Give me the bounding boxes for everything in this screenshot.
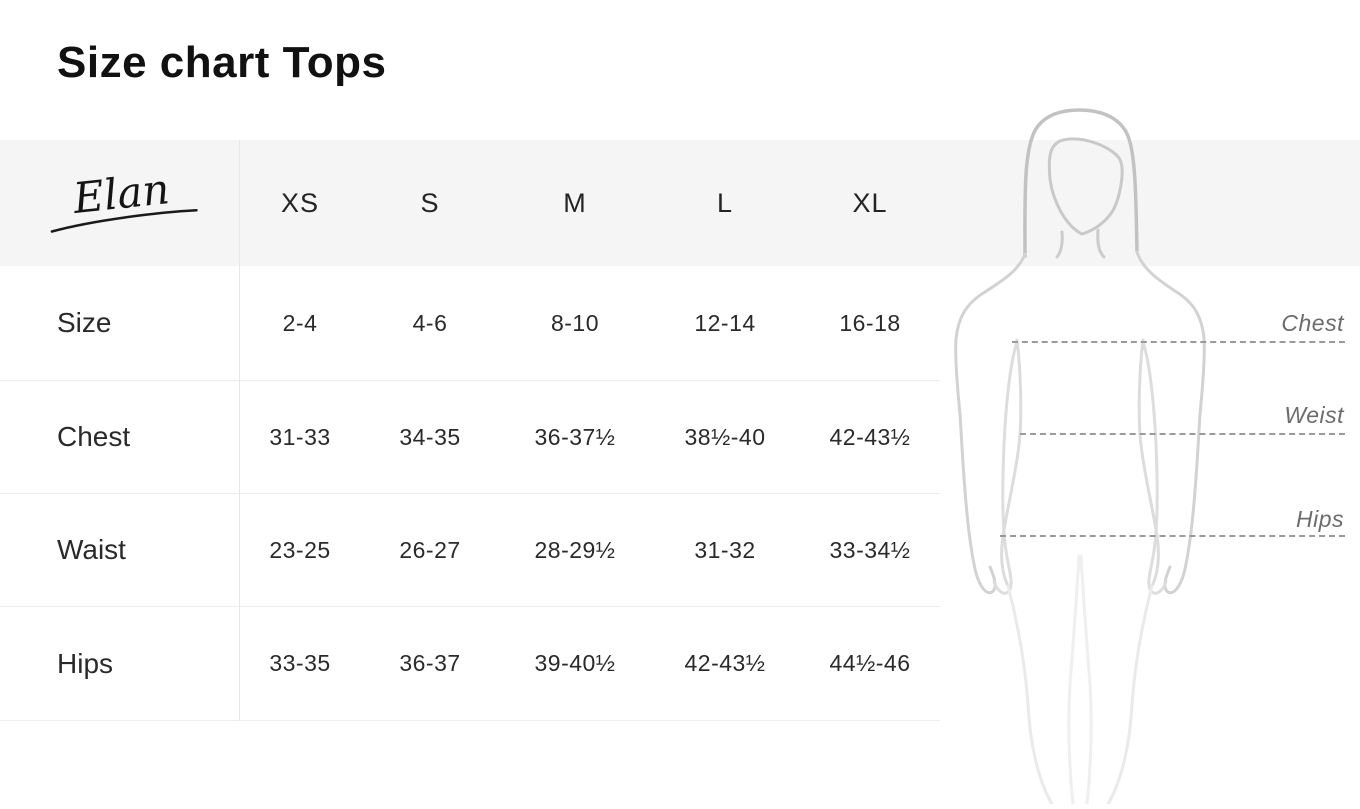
waist-measure-label: Weist [1284,402,1344,428]
chest-measure-line [1012,341,1345,343]
torso-left-outline [1000,338,1023,588]
waist-value-m: 28-29½ [500,494,650,607]
chest-measure-label: Chest [1281,310,1344,336]
waist-value-xs: 23-25 [240,494,360,607]
face-outline [1047,137,1124,236]
size-col-header-m: M [563,187,587,218]
brand-logo-cell: Elan [0,140,240,266]
torso-right-outline [1137,338,1160,588]
size-value-l: 12-14 [650,266,800,381]
size-value-xl: 16-18 [800,266,940,381]
left-leg-outline [1006,584,1054,806]
chest-value-l: 38½-40 [650,381,800,494]
hips-value-l: 42-43½ [650,607,800,721]
hips-measure-label: Hips [1295,506,1344,532]
chest-value-xl: 42-43½ [800,381,940,494]
size-value-s: 4-6 [360,266,500,381]
row-label-size: Size [0,266,240,381]
waist-value-l: 31-32 [650,494,800,607]
chest-value-s: 34-35 [360,381,500,494]
waist-value-xl: 33-34½ [800,494,940,607]
signature-underline-icon [50,209,198,233]
chest-value-m: 36-37½ [500,381,650,494]
row-label-chest: Chest [0,381,240,494]
chest-value-xs: 31-33 [240,381,360,494]
row-label-waist: Waist [0,494,240,607]
hips-value-xs: 33-35 [240,607,360,721]
size-col-header-s: S [420,187,440,218]
left-arm-outline [954,252,1027,595]
waist-value-s: 26-27 [360,494,500,607]
hips-value-xl: 44½-46 [800,607,940,721]
hair-outline [1023,108,1139,258]
brand-logo: Elan [45,164,200,234]
size-value-m: 8-10 [500,266,650,381]
size-col-header-l: L [716,187,734,218]
size-col-header-xs: XS [280,187,320,218]
right-arm-outline [1135,250,1206,595]
right-leg-outline [1106,584,1154,806]
size-value-xs: 2-4 [240,266,360,381]
hips-value-m: 39-40½ [500,607,650,721]
woman-body-outline-illustration [930,104,1360,806]
size-col-header-xl: XL [852,187,888,218]
row-label-hips: Hips [0,607,240,721]
waist-measure-line [1020,433,1345,435]
hips-measure-line [1000,535,1345,537]
size-chart-table: Elan XS S M L XL Size 2-4 4-6 8-10 12-14… [0,140,940,721]
page-title: Size chart Tops [57,38,387,87]
hips-value-s: 36-37 [360,607,500,721]
